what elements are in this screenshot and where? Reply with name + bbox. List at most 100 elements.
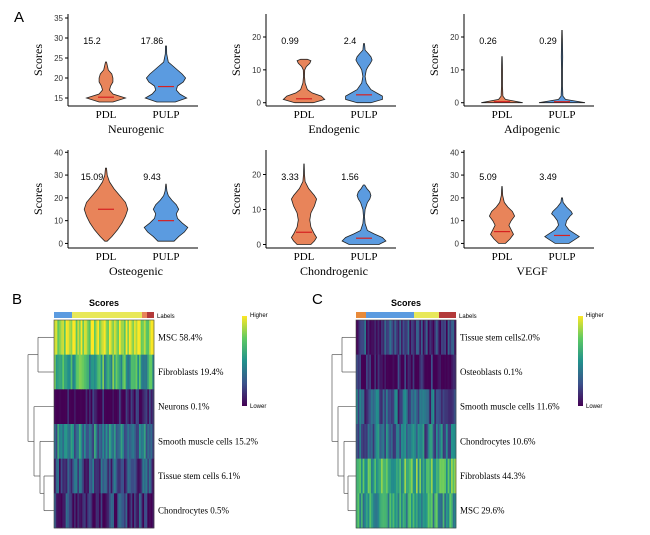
heatmap-cell: [409, 320, 412, 355]
heatmap-cell: [69, 424, 71, 459]
heatmap-cell: [80, 458, 83, 494]
heatmap-cell: [372, 424, 375, 459]
heatmap-cell: [104, 493, 106, 529]
heatmap-cell: [421, 320, 423, 355]
heatmap-cell: [357, 458, 360, 494]
x-tick-label-pdl: PDL: [96, 251, 117, 263]
heatmap-cell: [145, 389, 148, 425]
heatmap-cell: [412, 493, 415, 529]
heatmap-cell: [87, 389, 90, 425]
y-tick-label: 20: [450, 33, 459, 42]
heatmap-cell: [59, 354, 61, 390]
heatmap-cell: [362, 493, 365, 529]
heatmap-cell: [359, 493, 362, 529]
heatmap-cell: [402, 320, 405, 355]
heatmap-cell: [426, 389, 428, 425]
heatmap-cell: [406, 493, 408, 529]
heatmap-cell: [364, 493, 367, 529]
heatmap-cell: [436, 493, 438, 529]
heatmap-cell: [442, 424, 445, 459]
value-label-pulp: 1.56: [341, 172, 359, 182]
heatmap-cell: [99, 424, 101, 459]
heatmap-cell: [391, 493, 393, 529]
heatmap-cell: [77, 424, 80, 459]
heatmap-cell: [110, 493, 113, 529]
value-label-pdl: 5.09: [479, 172, 497, 182]
heatmap-cell: [95, 493, 98, 529]
x-tick-label-pdl: PDL: [492, 109, 513, 121]
heatmap-cell: [125, 424, 128, 459]
heatmap-cell: [129, 493, 131, 529]
heatmap-cell: [446, 389, 448, 425]
heatmap-cell: [452, 458, 455, 494]
heatmap-cell: [404, 389, 407, 425]
y-tick-label: 10: [252, 66, 261, 75]
heatmap-cell: [374, 389, 377, 425]
heatmap-cell: [357, 493, 360, 529]
heatmap-cell: [444, 354, 447, 390]
heatmap-cell: [114, 493, 116, 529]
heatmap-cell: [437, 424, 440, 459]
y-tick-label: 10: [54, 217, 63, 226]
heatmap-cell: [384, 354, 387, 390]
heatmap-cell: [437, 354, 440, 390]
heatmap-cell: [362, 458, 365, 494]
heatmap-cell: [105, 493, 108, 529]
y-tick-label: 25: [54, 54, 63, 63]
heatmap-cell: [67, 424, 70, 459]
heatmap-cell: [95, 320, 98, 355]
heatmap-cell: [95, 389, 98, 425]
heatmap-cell: [437, 320, 440, 355]
heatmap-cell: [135, 458, 138, 494]
heatmap-cell: [369, 424, 372, 459]
heatmap-cell: [382, 458, 385, 494]
heatmap-cell: [371, 354, 373, 390]
heatmap-cell: [366, 424, 368, 459]
heatmap-cell: [417, 493, 420, 529]
heatmap-cell: [407, 389, 410, 425]
heatmap-cell: [369, 458, 372, 494]
label-bar-segment: [356, 312, 366, 318]
heatmap-cell: [382, 320, 385, 355]
heatmap-cell: [411, 493, 413, 529]
heatmap-cell: [67, 458, 70, 494]
heatmap-cell: [80, 493, 83, 529]
heatmap-cell: [424, 424, 427, 459]
heatmap-cell: [144, 320, 146, 355]
heatmap-cell: [120, 424, 123, 459]
heatmap-cell: [416, 458, 418, 494]
heatmap-cell: [64, 458, 66, 494]
heatmap-cell: [64, 493, 66, 529]
heatmap-cell: [451, 458, 453, 494]
heatmap-cell: [419, 354, 422, 390]
heatmap-cell: [134, 493, 136, 529]
heatmap-title: Scores: [391, 298, 421, 308]
heatmap-cell: [100, 458, 103, 494]
heatmap-cell: [142, 424, 145, 459]
heatmap-panels: Scores Labels MSC 58.4% Fibroblasts 19.4% Ne…: [27, 298, 604, 529]
heatmap-cell: [417, 458, 420, 494]
heatmap-cell: [366, 493, 368, 529]
heatmap-cell: [62, 354, 65, 390]
heatmap-cell: [100, 424, 103, 459]
heatmap-cell: [54, 389, 56, 425]
heatmap-cell: [427, 354, 430, 390]
heatmap-cell: [452, 424, 455, 459]
heatmap-cell: [396, 389, 398, 425]
heatmap-cell: [129, 458, 131, 494]
y-tick-label: 10: [252, 206, 261, 215]
heatmap-cell: [362, 320, 365, 355]
heatmap-cell: [67, 493, 70, 529]
heatmap-cell: [135, 354, 138, 390]
heatmap-cell: [54, 493, 56, 529]
heatmap-cell: [69, 354, 71, 390]
heatmap-cell: [417, 424, 420, 459]
heatmap-cell: [102, 320, 105, 355]
heatmap-cell: [80, 354, 83, 390]
violin-pdl: [481, 56, 523, 104]
heatmap-cell: [426, 424, 428, 459]
heatmap-cell: [442, 458, 445, 494]
heatmap-cell: [90, 389, 93, 425]
heatmap-cell: [150, 320, 153, 355]
